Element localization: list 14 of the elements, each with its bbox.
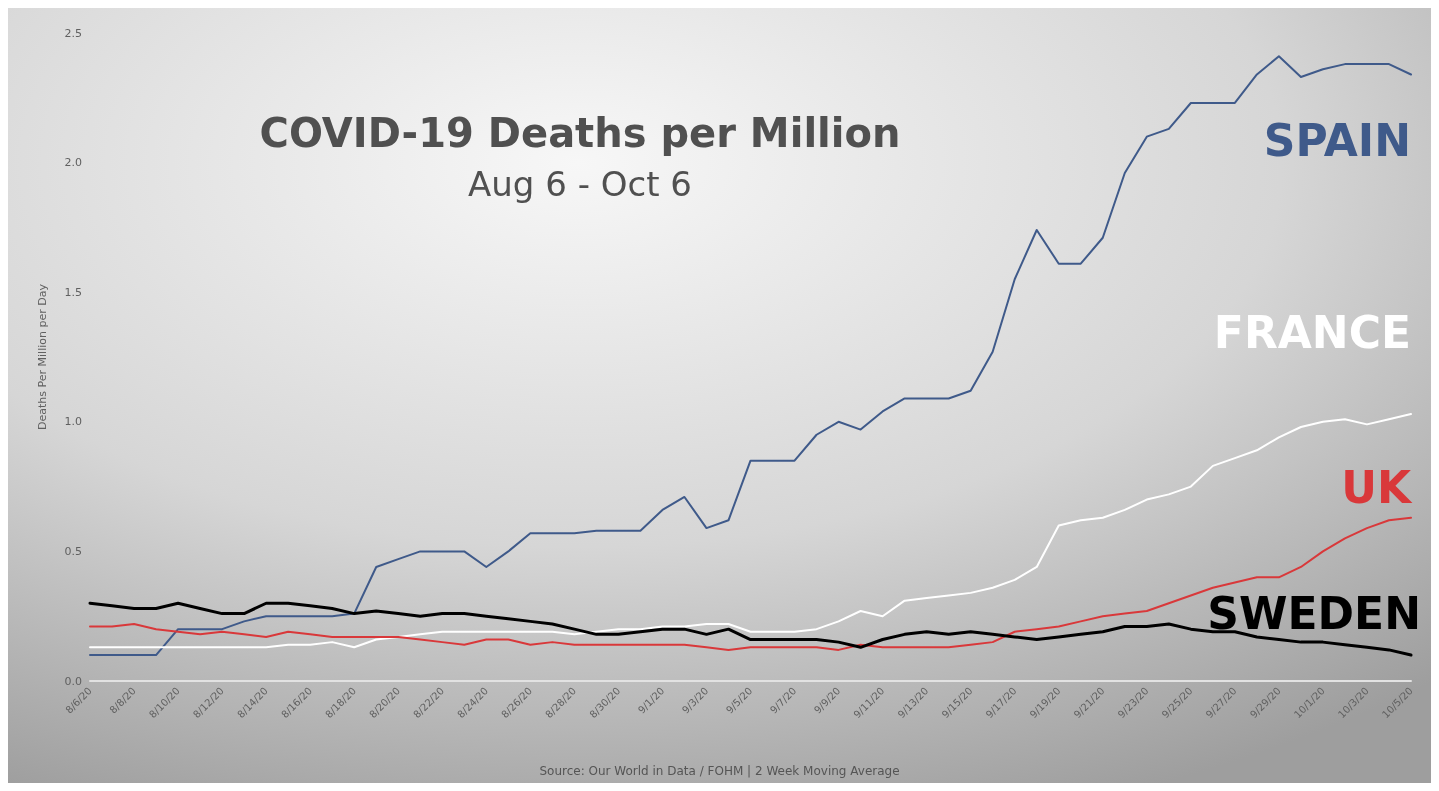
series-label: SWEDEN <box>1207 587 1421 639</box>
y-tick-label: 1.5 <box>64 285 82 299</box>
series-label: FRANCE <box>1213 306 1411 358</box>
source-note: Source: Our World in Data / FOHM | 2 Week Moving Average <box>539 764 900 778</box>
y-tick-label: 2.0 <box>64 156 82 170</box>
series-label: SPAIN <box>1263 114 1411 166</box>
y-tick-label: 0.5 <box>64 544 82 558</box>
text: COVID-19 Deaths per Million <box>259 110 901 156</box>
y-tick-label: 0.0 <box>64 674 82 688</box>
y-tick-label: 1.0 <box>64 415 82 429</box>
y-axis-title: Deaths Per Million per Day <box>36 283 49 430</box>
series-label: UK <box>1341 462 1413 514</box>
text: Aug 6 - Oct 6 <box>468 164 692 204</box>
y-tick-label: 2.5 <box>64 26 82 40</box>
